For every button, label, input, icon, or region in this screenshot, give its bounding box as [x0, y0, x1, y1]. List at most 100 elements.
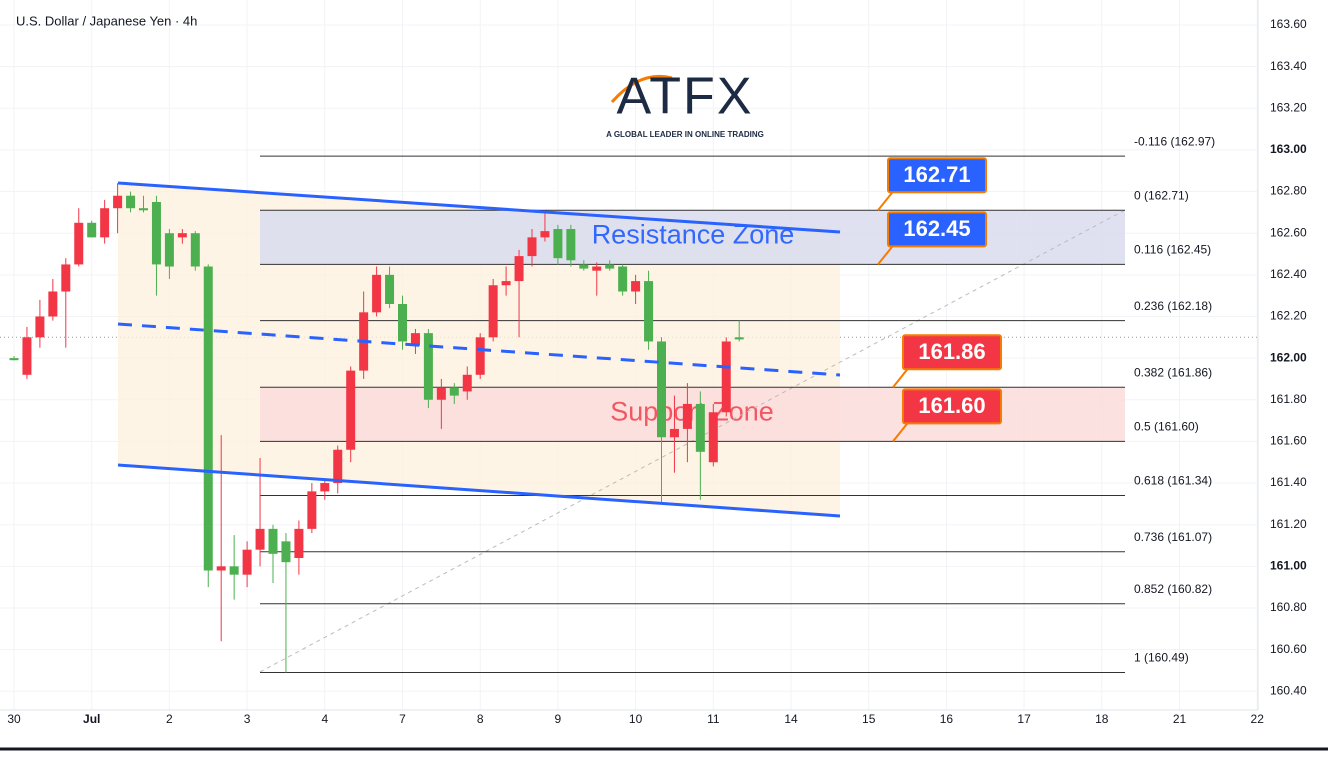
tag-pointer: [892, 420, 910, 443]
y-tick-label: 161.00: [1270, 559, 1307, 573]
y-tick-label: 162.20: [1270, 309, 1307, 323]
x-tick-label: 3: [244, 712, 251, 726]
candle-body: [669, 428, 679, 438]
x-tick-label: 2: [166, 712, 173, 726]
x-tick-label: 14: [784, 712, 798, 726]
candle-body: [695, 403, 705, 452]
x-tick-label: 10: [629, 712, 643, 726]
candle-body: [113, 195, 123, 209]
zone-label: Resistance Zone: [592, 219, 795, 249]
candle-body: [281, 541, 291, 563]
price-tag: [902, 334, 1002, 371]
candle-body: [22, 337, 32, 375]
candle-body: [488, 285, 498, 338]
candle-body: [644, 281, 654, 342]
y-tick-label: 162.40: [1270, 267, 1307, 281]
candle-body: [242, 549, 252, 575]
candle-body: [734, 337, 744, 340]
fib-label: 0.5 (161.60): [1134, 420, 1199, 434]
price-tag-label: 162.45: [903, 216, 970, 241]
candle-body: [423, 333, 433, 400]
candle-body: [229, 566, 239, 575]
candle-body: [579, 264, 589, 269]
candle-body: [164, 233, 174, 267]
candle-body: [294, 528, 304, 559]
candle-body: [410, 333, 420, 346]
x-tick-label: 8: [477, 712, 484, 726]
candle-body: [618, 266, 628, 292]
x-tick-label: 16: [940, 712, 954, 726]
candle-body: [475, 337, 485, 375]
candle-body: [216, 566, 226, 571]
channel-middle: [117, 322, 841, 377]
candle-body: [449, 387, 459, 396]
y-tick-label: 160.80: [1270, 600, 1307, 614]
candle-body: [592, 266, 602, 271]
candle-body: [151, 201, 161, 265]
y-tick-label: 161.60: [1270, 434, 1307, 448]
price-tags: 162.71 162.45 161.86 161.60: [877, 157, 1002, 443]
candle-body: [682, 403, 692, 429]
candle-body: [87, 222, 97, 238]
candle-body: [657, 341, 666, 438]
candle-body: [372, 274, 382, 313]
y-tick-label: 163.20: [1270, 100, 1307, 114]
candle-body: [255, 528, 265, 550]
candle-body: [462, 374, 472, 392]
tag-pointer: [892, 366, 910, 388]
y-tick-label: 160.40: [1270, 683, 1307, 697]
candle-body: [177, 233, 187, 238]
y-tick-label: 163.60: [1270, 17, 1307, 31]
candle-body: [35, 316, 45, 338]
candle-body: [190, 233, 200, 267]
fib-label: -0.116 (162.97): [1134, 134, 1215, 148]
y-tick-label: 162.00: [1270, 350, 1307, 364]
x-tick-label: 17: [1017, 712, 1031, 726]
y-tick-label: 162.80: [1270, 184, 1307, 198]
candle-body: [320, 483, 330, 492]
fib-label: 0.382 (161.86): [1134, 365, 1212, 379]
candle-body: [48, 291, 58, 317]
x-tick-label: Jul: [83, 712, 100, 726]
candle-body: [721, 341, 731, 413]
y-tick-label: 163.40: [1270, 59, 1307, 73]
x-tick-label: 18: [1095, 712, 1109, 726]
fib-label: 0.116 (162.45): [1134, 243, 1211, 257]
price-tag-label: 161.60: [918, 393, 985, 418]
tag-pointer: [877, 189, 895, 211]
price-tag-label: 161.86: [918, 339, 985, 364]
y-tick-label: 163.00: [1270, 142, 1307, 156]
candle-body: [501, 281, 511, 286]
x-tick-label: 11: [707, 712, 720, 726]
zone-label: Support Zone: [610, 396, 774, 426]
candle-body: [605, 264, 615, 269]
axes: 160.40 160.60 160.80 161.00 161.20 161.40 161.…: [7, 17, 1307, 726]
candle-body: [527, 237, 537, 257]
candle-body: [61, 264, 71, 292]
logo-brand: ATFX: [616, 68, 753, 126]
candle-body: [9, 358, 19, 361]
x-tick-label: 9: [555, 712, 562, 726]
candle-body: [631, 281, 641, 292]
candle-body: [333, 449, 343, 484]
candle-body: [708, 412, 718, 463]
candle-body: [398, 303, 407, 342]
candle-body: [346, 370, 356, 450]
tag-pointer: [877, 243, 895, 266]
candle-body: [100, 208, 110, 238]
candle-body: [385, 274, 395, 304]
y-tick-label: 160.60: [1270, 642, 1307, 656]
candle-body: [203, 266, 213, 571]
y-tick-label: 161.40: [1270, 475, 1307, 489]
channel-upper: [117, 181, 841, 234]
symbol-header: U.S. Dollar / Japanese Yen · 4h: [16, 13, 197, 28]
x-tick-label: 30: [7, 712, 21, 726]
y-tick-label: 161.20: [1270, 517, 1307, 531]
candle-body: [540, 231, 550, 238]
candle-body: [126, 195, 136, 209]
candle-body: [307, 491, 317, 529]
x-tick-label: 15: [862, 712, 876, 726]
channel-lower: [117, 463, 841, 518]
x-tick-label: 7: [399, 712, 406, 726]
